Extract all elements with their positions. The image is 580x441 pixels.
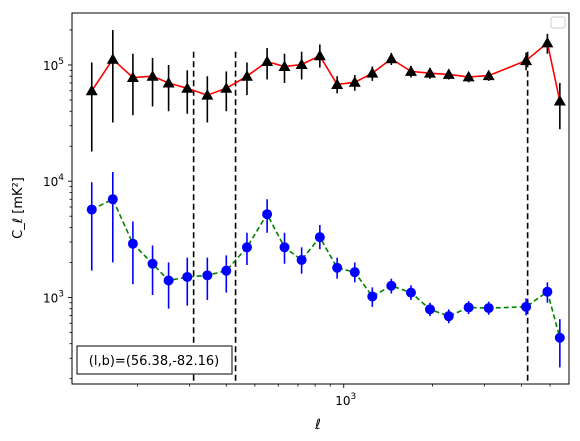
annotation-text: (l,b)=(56.38,-82.16)	[89, 354, 219, 369]
data-point	[106, 53, 119, 64]
data-point	[405, 287, 416, 298]
data-point	[366, 67, 379, 78]
data-point	[241, 242, 252, 253]
data-point	[314, 232, 325, 243]
data-point	[146, 70, 159, 81]
data-point	[482, 69, 495, 81]
data-point	[521, 301, 532, 312]
data-point	[404, 65, 417, 76]
series-1	[85, 29, 566, 152]
data-point	[520, 54, 533, 66]
annotation-box	[76, 345, 233, 375]
data-point	[332, 262, 343, 273]
data-point	[182, 271, 193, 282]
data-point	[443, 311, 454, 322]
data-point	[278, 60, 291, 72]
data-point	[331, 78, 344, 89]
data-point	[201, 89, 214, 100]
y-tick-label: 105	[43, 57, 64, 73]
data-point	[262, 209, 273, 220]
data-point	[127, 238, 138, 249]
data-point	[279, 242, 290, 253]
y-tick-label: 104	[43, 173, 64, 189]
data-point	[295, 58, 308, 69]
data-point	[385, 52, 398, 64]
data-point	[542, 286, 553, 297]
y-tick-label: 103	[43, 289, 64, 305]
x-tick-label: 103	[335, 392, 356, 408]
data-point	[85, 84, 98, 96]
series-2	[86, 172, 565, 368]
data-point	[463, 302, 474, 313]
data-point	[240, 70, 253, 81]
legend-box	[550, 16, 566, 29]
data-point	[554, 332, 565, 343]
data-point	[296, 254, 307, 265]
data-point	[367, 291, 378, 302]
data-point	[181, 82, 194, 93]
data-point	[147, 258, 158, 269]
data-point	[202, 270, 213, 281]
data-point	[483, 303, 494, 314]
data-point	[221, 265, 232, 276]
data-point	[313, 49, 326, 61]
data-point	[348, 76, 361, 87]
data-point	[386, 280, 397, 291]
data-point	[107, 194, 118, 205]
x-axis-label: ℓ	[314, 417, 321, 433]
data-point	[442, 68, 455, 79]
data-point	[423, 67, 436, 78]
plot-background	[72, 13, 569, 384]
data-point	[162, 76, 175, 88]
data-point	[126, 71, 139, 83]
plot-frame	[71, 12, 570, 385]
data-point	[462, 70, 475, 82]
data-point	[349, 267, 360, 278]
data-point	[424, 304, 435, 315]
data-point	[163, 275, 174, 286]
data-point	[220, 82, 233, 93]
y-axis-label: C_ℓ [mK²]	[11, 177, 26, 239]
data-point	[541, 36, 554, 48]
data-point	[553, 94, 566, 106]
data-point	[261, 55, 274, 67]
data-point	[86, 204, 97, 215]
